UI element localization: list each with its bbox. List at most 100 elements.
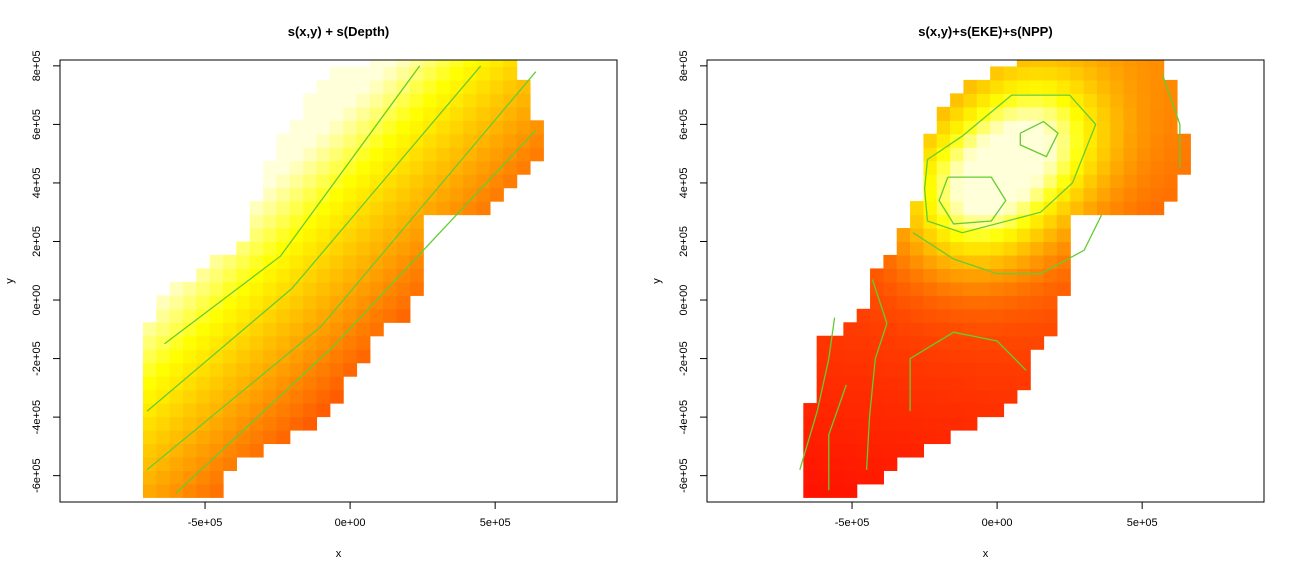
heatmap-cell bbox=[976, 187, 991, 202]
heatmap-cell bbox=[1016, 201, 1031, 216]
heatmap-cell bbox=[1083, 147, 1098, 162]
heatmap-cell bbox=[1043, 106, 1058, 121]
heatmap-cell bbox=[316, 214, 331, 229]
heatmap-cell bbox=[870, 389, 884, 404]
heatmap-cell bbox=[423, 133, 438, 148]
heatmap-cell bbox=[276, 268, 291, 283]
heatmap-cell bbox=[1083, 60, 1098, 68]
y-tick-label: -6e+05 bbox=[678, 458, 690, 493]
heatmap-cell bbox=[843, 322, 858, 337]
heatmap-cell bbox=[289, 133, 304, 148]
heatmap-cell bbox=[910, 254, 925, 270]
heatmap-cell bbox=[316, 93, 331, 108]
y-tick-label: 4e+05 bbox=[678, 167, 690, 198]
heatmap-cell bbox=[843, 349, 858, 364]
heatmap-cell bbox=[1056, 201, 1071, 216]
heatmap-cell bbox=[209, 335, 224, 350]
heatmap-cell bbox=[1003, 268, 1018, 283]
heatmap-cell bbox=[976, 79, 991, 94]
heatmap-cell bbox=[910, 403, 925, 418]
contour-line bbox=[912, 214, 1103, 275]
heatmap-cell bbox=[1110, 60, 1125, 68]
heatmap-cell bbox=[303, 349, 318, 364]
heatmap-cell bbox=[976, 147, 991, 162]
heatmap-cell bbox=[236, 429, 251, 445]
heatmap-cell bbox=[276, 254, 291, 270]
contour-line bbox=[799, 317, 836, 470]
heatmap-cell bbox=[1123, 60, 1138, 68]
heatmap-cell bbox=[263, 389, 278, 404]
heatmap-cell bbox=[423, 79, 438, 94]
heatmap-cell bbox=[1150, 66, 1165, 81]
heatmap-cell bbox=[1070, 79, 1085, 94]
heatmap-cell bbox=[436, 133, 451, 148]
heatmap-cell bbox=[896, 443, 911, 458]
heatmap-cell bbox=[356, 228, 371, 243]
y-tick-label: -6e+05 bbox=[31, 458, 43, 493]
heatmap-cell bbox=[990, 201, 1005, 216]
heatmap-cell bbox=[990, 214, 1005, 229]
heatmap-cell bbox=[476, 60, 491, 68]
heatmap-cell bbox=[1070, 120, 1085, 135]
heatmap-cell bbox=[1003, 160, 1018, 175]
heatmap-cell bbox=[950, 268, 965, 283]
heatmap-cell bbox=[316, 335, 331, 350]
heatmap-cell bbox=[870, 308, 884, 323]
heatmap-cell bbox=[936, 174, 951, 189]
heatmap-cell bbox=[976, 322, 991, 337]
heatmap-cell bbox=[923, 376, 938, 391]
heatmap-cell bbox=[1070, 93, 1085, 108]
heatmap-cell bbox=[289, 120, 304, 135]
heatmap-cell bbox=[1043, 160, 1058, 175]
heatmap-cell bbox=[923, 254, 938, 270]
heatmap-cell bbox=[249, 228, 264, 243]
heatmap-cell bbox=[1110, 133, 1125, 148]
heatmap-cell bbox=[923, 403, 938, 418]
heatmap-cell bbox=[1070, 174, 1085, 189]
heatmap-cell bbox=[1083, 106, 1098, 121]
heatmap-cell bbox=[423, 147, 438, 162]
heatmap-cell bbox=[303, 241, 318, 256]
heatmap-cell bbox=[896, 254, 911, 270]
heatmap-cell bbox=[276, 389, 291, 404]
heatmap-cell bbox=[356, 335, 371, 350]
heatmap-cell bbox=[1096, 106, 1111, 121]
heatmap-cell bbox=[816, 403, 831, 418]
heatmap-cell bbox=[369, 308, 384, 323]
heatmap-cell bbox=[476, 79, 491, 94]
heatmap-cell bbox=[329, 362, 344, 377]
y-tick-label: 2e+05 bbox=[31, 226, 43, 257]
heatmap-cell bbox=[883, 389, 898, 404]
heatmap-cell bbox=[1136, 160, 1151, 175]
heatmap-cell bbox=[936, 281, 951, 296]
heatmap-cell bbox=[843, 335, 858, 350]
heatmap-cell bbox=[183, 308, 197, 323]
heatmap-cell bbox=[289, 349, 304, 364]
heatmap-cell bbox=[883, 295, 898, 310]
heatmap-cell bbox=[223, 362, 237, 377]
heatmap-cell bbox=[910, 322, 925, 337]
heatmap-cell bbox=[910, 389, 925, 404]
heatmap-cell bbox=[289, 322, 304, 337]
heatmap-cell bbox=[356, 295, 371, 310]
heatmap-cell bbox=[209, 308, 224, 323]
heatmap-cell bbox=[156, 443, 171, 458]
heatmap-cell bbox=[1003, 322, 1018, 337]
heatmap-cell bbox=[923, 362, 938, 377]
heatmap-cell bbox=[169, 443, 184, 458]
heatmap-cell bbox=[923, 295, 938, 310]
heatmap-cell bbox=[816, 470, 831, 485]
heatmap-cell bbox=[936, 362, 951, 377]
heatmap-cell bbox=[910, 241, 925, 256]
heatmap-cell bbox=[383, 133, 398, 148]
heatmap-cell bbox=[856, 389, 871, 404]
heatmap-cell bbox=[209, 416, 224, 431]
heatmap-cell bbox=[276, 201, 291, 216]
heatmap-cell bbox=[156, 456, 171, 471]
heatmap-cell bbox=[1030, 228, 1045, 243]
y-tick-label: -4e+05 bbox=[31, 400, 43, 435]
heatmap-cell bbox=[803, 456, 818, 471]
heatmap-cell bbox=[409, 228, 424, 243]
heatmap-cell bbox=[856, 362, 871, 377]
heatmap-cell bbox=[1016, 66, 1031, 81]
